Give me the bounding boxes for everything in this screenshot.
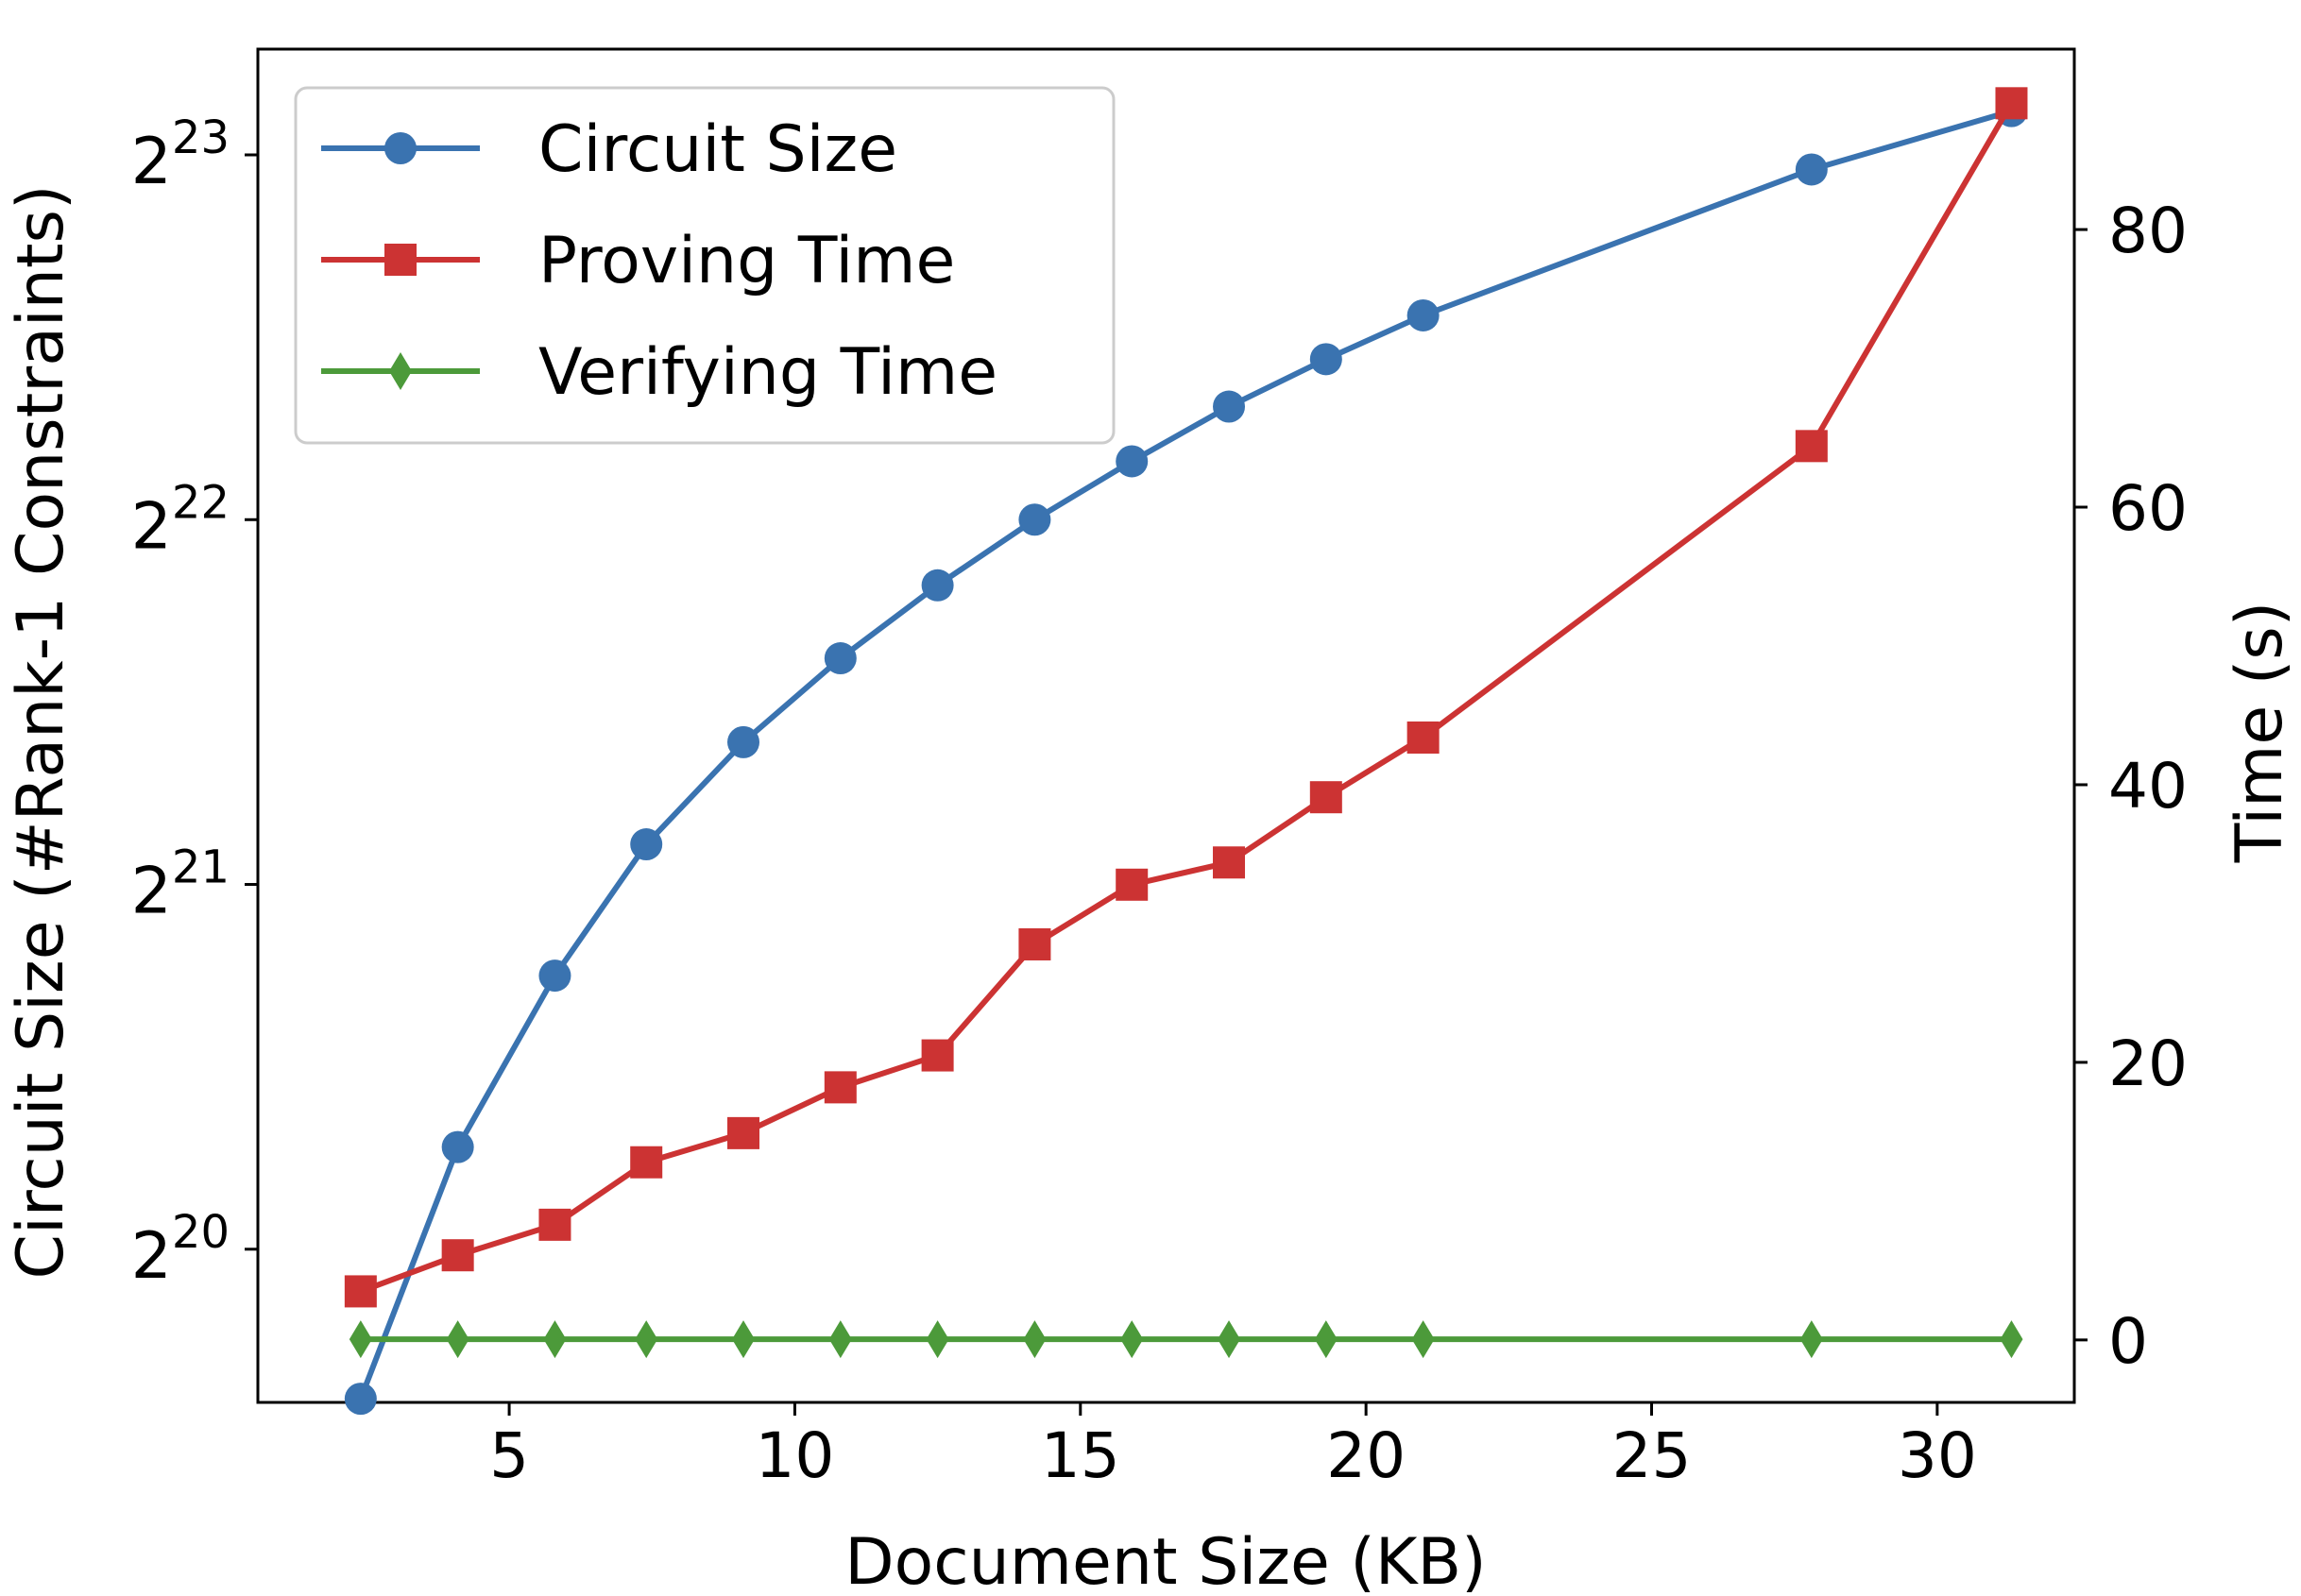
data-point bbox=[1120, 1320, 1144, 1359]
left-y-tick-base: 2 bbox=[131, 1219, 172, 1294]
legend-label: Proving Time bbox=[538, 224, 955, 298]
x-tick-label: 30 bbox=[1898, 1419, 1977, 1492]
data-point bbox=[543, 1320, 567, 1359]
left-y-tick-label: 223 bbox=[131, 111, 230, 199]
data-point bbox=[344, 1383, 377, 1416]
legend-entry: Proving Time bbox=[321, 224, 955, 298]
data-point bbox=[1116, 868, 1149, 901]
data-point bbox=[1406, 721, 1440, 754]
legend-box bbox=[294, 86, 1116, 445]
data-point bbox=[635, 1320, 658, 1359]
data-point bbox=[727, 1116, 760, 1149]
data-point bbox=[824, 1071, 857, 1104]
legend-marker bbox=[389, 352, 412, 390]
data-point bbox=[538, 959, 571, 993]
data-point bbox=[1018, 927, 1051, 960]
left-y-tick-label: 220 bbox=[131, 1206, 230, 1294]
data-point bbox=[1995, 87, 2028, 120]
data-point bbox=[732, 1320, 756, 1359]
left-y-tick-label: 221 bbox=[131, 841, 230, 929]
right-y-tick-label: 40 bbox=[2108, 750, 2188, 823]
data-point bbox=[1213, 846, 1246, 879]
x-tick-label: 25 bbox=[1612, 1419, 1692, 1492]
data-point bbox=[1309, 343, 1342, 376]
data-point bbox=[1023, 1320, 1047, 1359]
data-point bbox=[630, 828, 663, 861]
data-point bbox=[1411, 1320, 1435, 1359]
legend-marker bbox=[384, 132, 417, 164]
left-y-tick-label: 222 bbox=[131, 476, 230, 564]
data-point bbox=[921, 569, 954, 602]
series-1 bbox=[344, 87, 2028, 1308]
left-y-tick-base: 2 bbox=[131, 855, 172, 929]
legend-marker bbox=[384, 244, 417, 276]
left-y-tick-exponent: 21 bbox=[172, 841, 230, 894]
left-y-tick-exponent: 23 bbox=[172, 111, 230, 164]
left-y-tick-exponent: 22 bbox=[172, 476, 230, 529]
data-point bbox=[1309, 781, 1342, 814]
left-y-tick-base: 2 bbox=[131, 489, 172, 564]
data-point bbox=[2000, 1320, 2023, 1359]
data-point bbox=[349, 1320, 372, 1359]
data-point bbox=[538, 1208, 571, 1241]
data-point bbox=[1314, 1320, 1338, 1359]
right-y-tick-label: 60 bbox=[2108, 472, 2188, 545]
data-point bbox=[824, 642, 857, 675]
right-y-axis-ticks: 0 20 40 60 80 bbox=[2074, 195, 2188, 1378]
data-point bbox=[727, 725, 760, 758]
data-point bbox=[1406, 298, 1440, 331]
data-point bbox=[441, 1130, 474, 1163]
left-y-tick-base: 2 bbox=[131, 125, 172, 199]
data-point bbox=[441, 1239, 474, 1272]
data-point bbox=[1116, 445, 1149, 478]
right-y-tick-label: 0 bbox=[2108, 1305, 2148, 1378]
plot-area bbox=[256, 47, 2076, 1404]
left-y-axis-label: Circuit Size (#Rank-1 Constraints) bbox=[4, 184, 78, 1279]
legend-label: Circuit Size bbox=[538, 112, 897, 187]
data-point bbox=[344, 1275, 377, 1308]
data-point bbox=[828, 1320, 852, 1359]
legend-label: Verifying Time bbox=[538, 335, 997, 410]
data-point bbox=[921, 1039, 954, 1072]
x-axis-ticks: 5 10 15 20 25 30 bbox=[489, 1402, 1977, 1492]
x-tick-label: 20 bbox=[1326, 1419, 1406, 1492]
data-point bbox=[1799, 1320, 1823, 1359]
legend: Circuit Size Proving Time Verifying Time bbox=[294, 86, 1116, 445]
x-tick-label: 10 bbox=[755, 1419, 834, 1492]
legend-entry: Circuit Size bbox=[321, 112, 897, 187]
right-y-tick-label: 80 bbox=[2108, 195, 2188, 267]
x-axis-label: Document Size (KB) bbox=[844, 1525, 1486, 1596]
series-line bbox=[358, 108, 2013, 1401]
right-y-tick-label: 20 bbox=[2108, 1027, 2188, 1100]
series-2 bbox=[349, 1320, 2023, 1359]
legend-entry: Verifying Time bbox=[321, 335, 997, 410]
right-y-axis-label: Time (s) bbox=[2223, 602, 2297, 864]
data-point bbox=[1213, 390, 1246, 423]
data-point bbox=[630, 1146, 663, 1179]
data-point bbox=[1795, 153, 1828, 186]
x-tick-label: 5 bbox=[489, 1419, 529, 1492]
x-tick-label: 15 bbox=[1041, 1419, 1120, 1492]
data-point bbox=[1218, 1320, 1241, 1359]
data-point bbox=[1018, 503, 1051, 536]
data-point bbox=[926, 1320, 949, 1359]
data-point bbox=[446, 1320, 469, 1359]
left-y-tick-exponent: 20 bbox=[172, 1206, 230, 1259]
series-layer bbox=[344, 87, 2028, 1416]
data-point bbox=[1795, 430, 1828, 463]
